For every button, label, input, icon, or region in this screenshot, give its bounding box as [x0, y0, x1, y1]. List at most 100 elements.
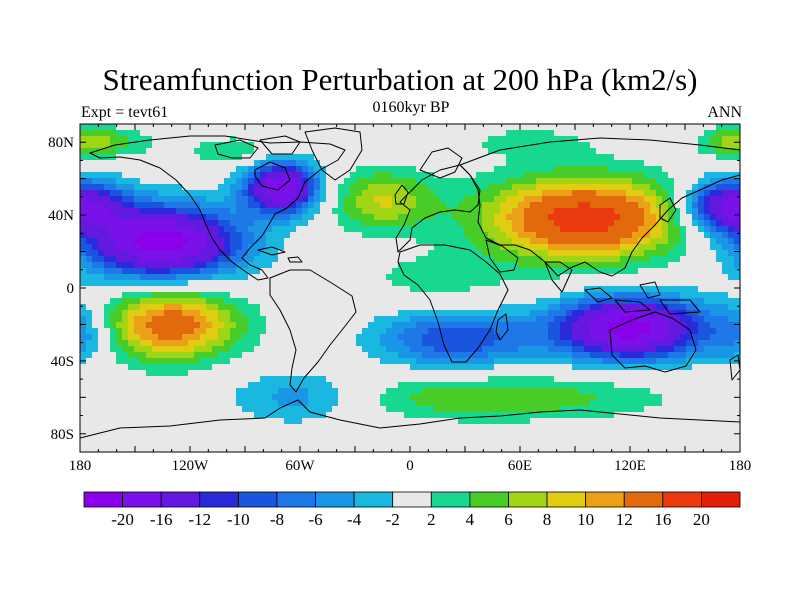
- field-cell: [482, 382, 488, 388]
- field-cell: [320, 202, 326, 208]
- field-cell: [446, 220, 452, 226]
- field-cell: [98, 256, 104, 262]
- field-cell: [656, 214, 662, 220]
- field-cell: [362, 286, 368, 292]
- field-cell: [716, 208, 722, 214]
- field-cell: [254, 160, 260, 166]
- field-cell: [434, 388, 440, 394]
- field-cell: [626, 352, 632, 358]
- field-cell: [284, 154, 290, 160]
- field-cell: [98, 160, 104, 166]
- field-cell: [326, 166, 332, 172]
- field-cell: [500, 130, 506, 136]
- field-cell: [248, 382, 254, 388]
- field-cell: [92, 238, 98, 244]
- field-cell: [704, 154, 710, 160]
- field-cell: [596, 130, 602, 136]
- field-cell: [710, 220, 716, 226]
- field-cell: [122, 268, 128, 274]
- field-cell: [488, 286, 494, 292]
- field-cell: [308, 184, 314, 190]
- field-cell: [734, 184, 740, 190]
- field-cell: [104, 208, 110, 214]
- field-cell: [512, 334, 518, 340]
- field-cell: [170, 388, 176, 394]
- field-cell: [602, 316, 608, 322]
- field-cell: [500, 274, 506, 280]
- field-cell: [176, 190, 182, 196]
- field-cell: [722, 376, 728, 382]
- field-cell: [146, 352, 152, 358]
- field-cell: [374, 220, 380, 226]
- field-cell: [272, 388, 278, 394]
- field-cell: [356, 214, 362, 220]
- field-cell: [278, 130, 284, 136]
- field-cell: [350, 256, 356, 262]
- field-cell: [116, 328, 122, 334]
- field-cell: [500, 346, 506, 352]
- field-cell: [248, 124, 254, 130]
- field-cell: [308, 220, 314, 226]
- field-cell: [512, 190, 518, 196]
- field-cell: [596, 184, 602, 190]
- field-cell: [200, 310, 206, 316]
- field-cell: [194, 274, 200, 280]
- field-cell: [452, 286, 458, 292]
- field-cell: [512, 154, 518, 160]
- field-cell: [206, 172, 212, 178]
- field-cell: [554, 280, 560, 286]
- field-cell: [128, 364, 134, 370]
- field-cell: [716, 142, 722, 148]
- field-cell: [644, 334, 650, 340]
- field-cell: [260, 328, 266, 334]
- field-cell: [218, 130, 224, 136]
- field-cell: [338, 346, 344, 352]
- field-cell: [410, 358, 416, 364]
- field-cell: [116, 202, 122, 208]
- field-cell: [128, 196, 134, 202]
- field-cell: [260, 364, 266, 370]
- field-cell: [218, 340, 224, 346]
- field-cell: [644, 142, 650, 148]
- field-cell: [200, 280, 206, 286]
- field-cell: [176, 298, 182, 304]
- field-cell: [86, 304, 92, 310]
- field-cell: [242, 190, 248, 196]
- field-cell: [440, 370, 446, 376]
- field-cell: [596, 388, 602, 394]
- field-cell: [488, 130, 494, 136]
- field-cell: [506, 124, 512, 130]
- field-cell: [266, 280, 272, 286]
- field-cell: [152, 238, 158, 244]
- field-cell: [116, 334, 122, 340]
- field-cell: [572, 370, 578, 376]
- field-cell: [194, 172, 200, 178]
- field-cell: [524, 238, 530, 244]
- field-cell: [680, 214, 686, 220]
- field-cell: [134, 160, 140, 166]
- field-cell: [626, 382, 632, 388]
- field-cell: [92, 214, 98, 220]
- field-cell: [698, 148, 704, 154]
- field-cell: [698, 340, 704, 346]
- field-cell: [194, 142, 200, 148]
- field-cell: [446, 178, 452, 184]
- field-cell: [326, 364, 332, 370]
- field-cell: [290, 124, 296, 130]
- field-cell: [356, 310, 362, 316]
- field-cell: [482, 226, 488, 232]
- field-cell: [488, 376, 494, 382]
- field-cell: [308, 238, 314, 244]
- field-cell: [728, 274, 734, 280]
- field-cell: [422, 334, 428, 340]
- field-cell: [626, 280, 632, 286]
- field-cell: [506, 190, 512, 196]
- field-cell: [134, 286, 140, 292]
- field-cell: [278, 352, 284, 358]
- field-cell: [452, 388, 458, 394]
- field-cell: [602, 208, 608, 214]
- field-cell: [446, 136, 452, 142]
- field-cell: [128, 274, 134, 280]
- field-cell: [326, 238, 332, 244]
- field-cell: [134, 280, 140, 286]
